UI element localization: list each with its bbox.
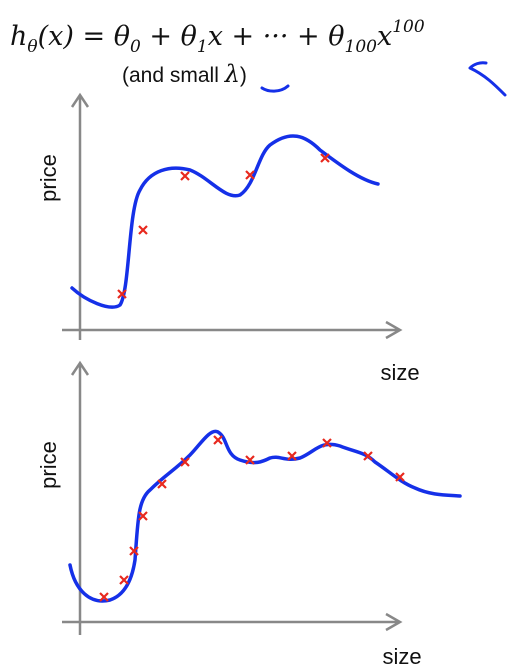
y-axis-label: price (36, 441, 61, 489)
text-part: 100 (392, 17, 425, 37)
hypothesis-formula: hθ(x) = θ0 + θ1x + ··· + θ100x100 (10, 17, 425, 57)
x-axis (62, 612, 403, 632)
x-axis-label: size (382, 644, 421, 669)
fit-curve (68, 429, 462, 603)
text-part: 0 (130, 37, 141, 57)
text-part: x + ··· + θ (208, 21, 345, 52)
text-part: 100 (345, 37, 378, 57)
subtitle: (and small λ) (122, 60, 247, 88)
y-axis-label: price (36, 154, 61, 202)
text-part: ) (240, 64, 247, 87)
plot-1: price size (36, 92, 420, 385)
text-part: θ (27, 37, 37, 57)
plot-2: price size (36, 360, 462, 669)
text-part: 1 (197, 37, 208, 57)
y-axis (70, 92, 90, 340)
hand-arrow (468, 61, 507, 97)
text-part: λ (224, 60, 240, 88)
text-part: (and small (122, 64, 225, 87)
text-part: (x) = θ (38, 21, 130, 52)
lambda-underline (260, 84, 290, 93)
data-points (117, 153, 330, 299)
x-axis (62, 320, 403, 340)
text-part: h (10, 21, 27, 52)
text-part: x (377, 21, 392, 52)
fit-curve (70, 134, 380, 309)
data-points (99, 435, 405, 602)
x-axis-label: size (380, 360, 419, 385)
text-part: + θ (141, 21, 197, 52)
